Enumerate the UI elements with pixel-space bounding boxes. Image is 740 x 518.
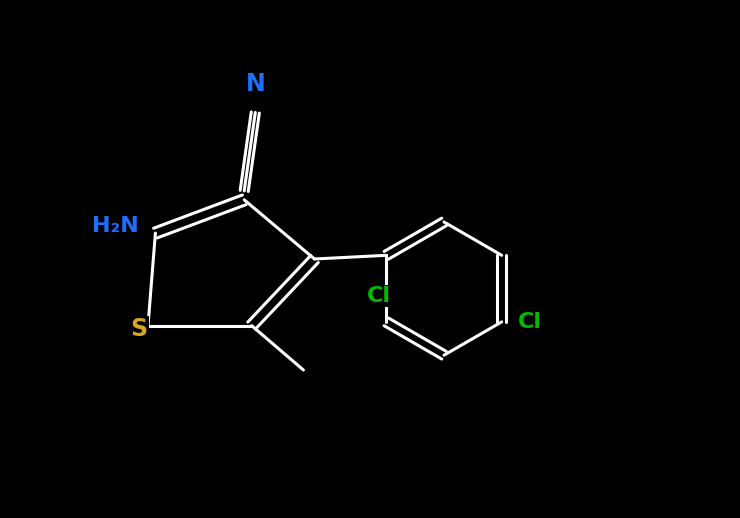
Text: Cl: Cl — [367, 285, 391, 306]
Text: H₂N: H₂N — [92, 215, 139, 236]
Text: S: S — [130, 318, 148, 341]
Text: N: N — [246, 72, 265, 96]
Text: Cl: Cl — [518, 312, 542, 332]
